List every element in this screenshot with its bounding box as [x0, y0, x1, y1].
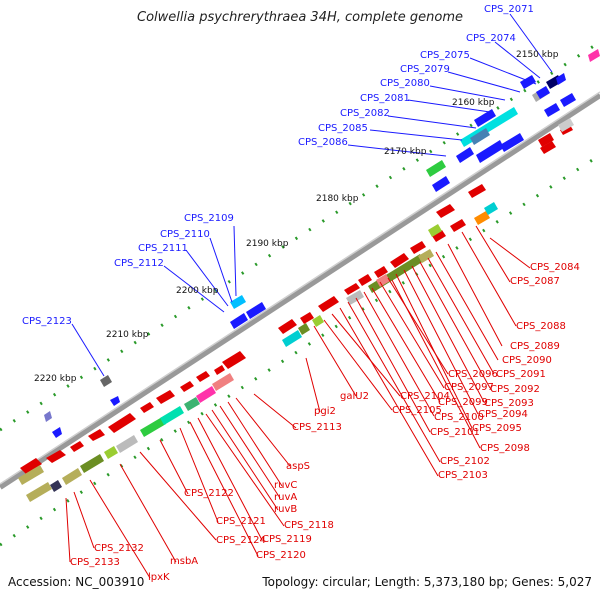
gene-label[interactable]: CPS_2120	[256, 550, 306, 561]
scale-tick-label: 2210 kbp	[106, 330, 149, 340]
gene-label[interactable]: CPS_2132	[94, 543, 144, 554]
gene-label[interactable]: CPS_2123	[22, 316, 72, 327]
gene-label[interactable]: CPS_2099	[438, 397, 488, 408]
gene-label[interactable]: CPS_2079	[400, 64, 450, 75]
gene-label[interactable]: CPS_2118	[284, 520, 334, 531]
scale-tick-label: 2160 kbp	[452, 98, 495, 108]
gene-label[interactable]: CPS_2071	[484, 4, 534, 15]
scale-tick-label: 2180 kbp	[316, 194, 359, 204]
gene-label[interactable]: CPS_2074	[466, 33, 516, 44]
gene-label[interactable]: CPS_2098	[480, 443, 530, 454]
gene-label[interactable]: CPS_2091	[496, 369, 546, 380]
gene-label[interactable]: CPS_2084	[530, 262, 580, 273]
gene-label[interactable]: pgi2	[314, 406, 336, 417]
map-title: Colwellia psychrerythraea 34H, complete …	[137, 10, 463, 25]
forward-gene-track	[20, 125, 573, 474]
gene-label[interactable]: CPS_2089	[510, 341, 560, 352]
blue-leader-lines	[71, 13, 553, 377]
scale-tick-label: 2200 kbp	[176, 286, 219, 296]
feature-track	[18, 49, 600, 502]
gene-label[interactable]: CPS_2088	[516, 321, 566, 332]
gene-label[interactable]: CPS_2101	[430, 427, 480, 438]
gene-label[interactable]: aspS	[286, 461, 311, 472]
gene-label[interactable]: CPS_2113	[292, 422, 342, 433]
gene-label[interactable]: CPS_2111	[138, 243, 188, 254]
gene-label[interactable]: CPS_2082	[340, 108, 390, 119]
gene-label[interactable]: galU2	[340, 391, 369, 402]
gene-label[interactable]: CPS_2124	[216, 535, 266, 546]
gene-label[interactable]: ruvC	[274, 480, 298, 491]
gene-label[interactable]: CPS_2090	[502, 355, 552, 366]
gene-label[interactable]: CPS_2105	[392, 405, 442, 416]
scale-tick-label: 2150 kbp	[516, 50, 559, 60]
red-leader-lines	[65, 225, 531, 579]
gene-label[interactable]: msbA	[170, 556, 199, 567]
gene-label[interactable]: CPS_2075	[420, 50, 470, 61]
gene-label[interactable]: ruvB	[274, 504, 298, 515]
gene-label[interactable]: CPS_2119	[262, 534, 312, 545]
gene-label[interactable]: CPS_2093	[484, 398, 534, 409]
gene-label[interactable]: ruvA	[274, 492, 298, 503]
gene-label[interactable]: CPS_2112	[114, 258, 164, 269]
gene-label[interactable]: CPS_2092	[490, 384, 540, 395]
gene-label[interactable]: CPS_2080	[380, 78, 430, 89]
gene-label[interactable]: lpxK	[148, 572, 170, 583]
gene-label[interactable]: CPS_2133	[70, 557, 120, 568]
gene-label[interactable]: CPS_2110	[160, 229, 210, 240]
gene-label[interactable]: CPS_2102	[440, 456, 490, 467]
gene-label[interactable]: CPS_2122	[184, 488, 234, 499]
gene-label[interactable]: CPS_2095	[472, 423, 522, 434]
scale-tick-label: 2190 kbp	[246, 239, 289, 249]
genome-summary: Topology: circular; Length: 5,373,180 bp…	[262, 575, 592, 589]
gene-label[interactable]: CPS_2096	[448, 369, 498, 380]
gene-label[interactable]: CPS_2087	[510, 276, 560, 287]
reverse-gene-track	[52, 73, 576, 438]
gene-label[interactable]: CPS_2100	[434, 412, 484, 423]
scale-tick-label: 2170 kbp	[384, 147, 427, 157]
gene-label[interactable]: CPS_2121	[216, 516, 266, 527]
gene-label[interactable]: CPS_2086	[298, 137, 348, 148]
gene-label[interactable]: CPS_2109	[184, 213, 234, 224]
gene-label[interactable]: CPS_2081	[360, 93, 410, 104]
gene-label[interactable]: CPS_2097	[444, 382, 494, 393]
scale-tick-label: 2220 kbp	[34, 374, 77, 384]
gene-label[interactable]: CPS_2085	[318, 123, 368, 134]
genome-backbone	[0, 92, 600, 490]
gene-label[interactable]: CPS_2094	[478, 409, 528, 420]
gene-label[interactable]: CPS_2103	[438, 470, 488, 481]
gene-label[interactable]: CPS_2104	[400, 391, 450, 402]
accession-label: Accession: NC_003910	[8, 575, 145, 589]
